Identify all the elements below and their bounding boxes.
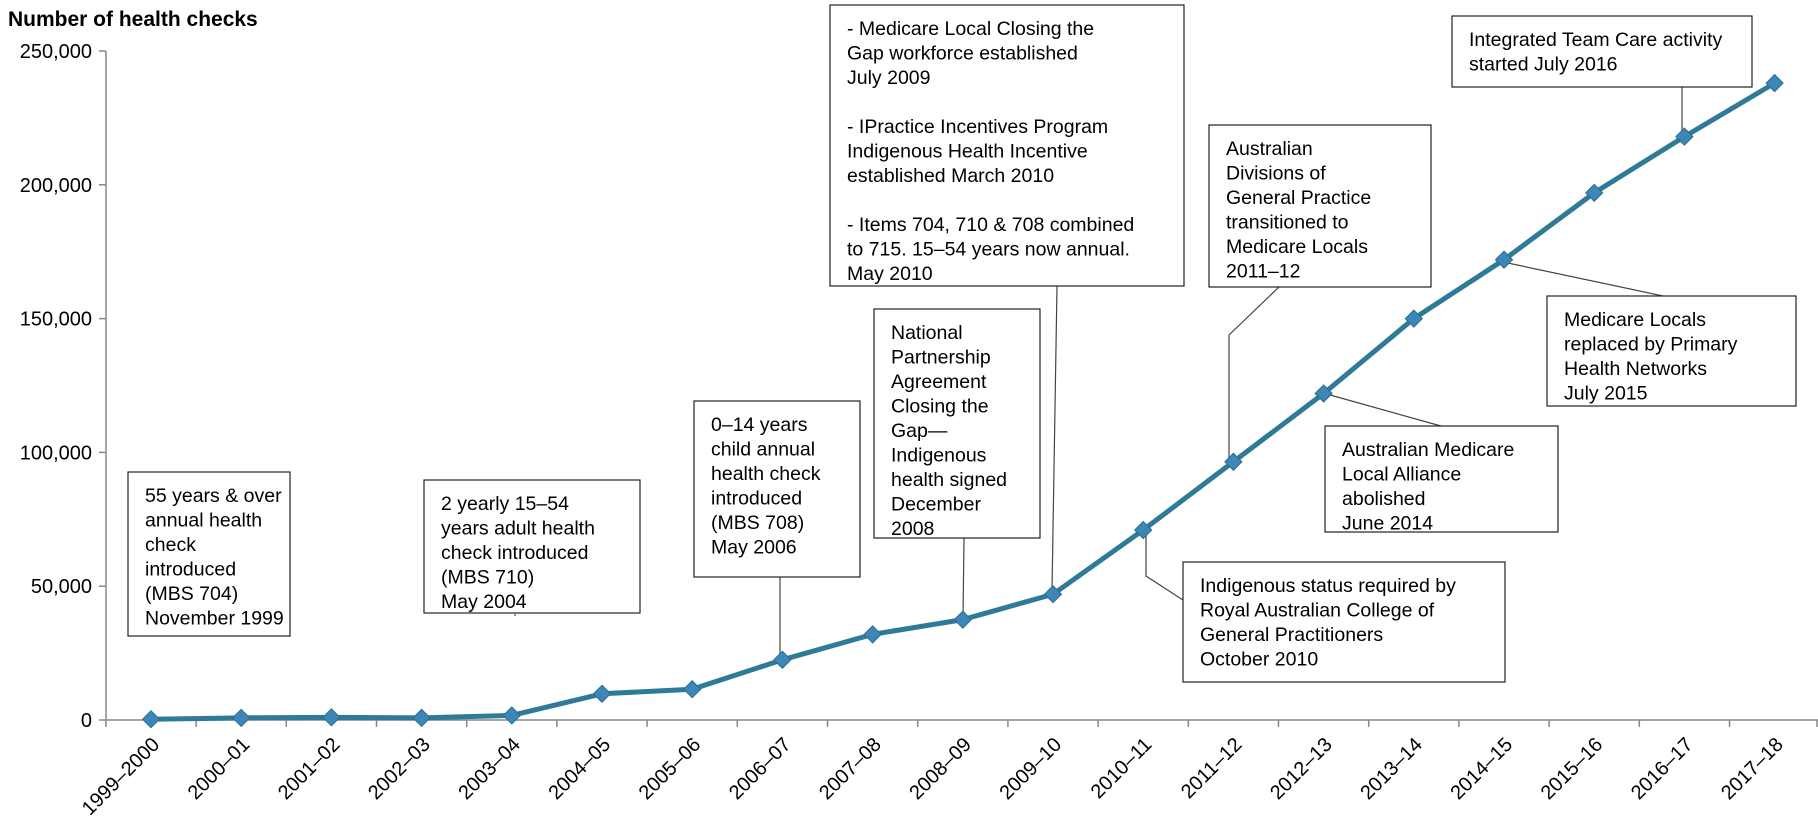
y-tick-label: 50,000 xyxy=(31,576,92,598)
annotation-box xyxy=(1451,15,1753,88)
annotation-leader-line xyxy=(1322,392,1442,427)
annotation-text: Australian Medicare Local Alliance abolish… xyxy=(1342,439,1514,535)
annotation: Integrated Team Care activity started Jul… xyxy=(1451,15,1753,138)
data-point-marker xyxy=(1404,309,1424,328)
annotation-text: Medicare Locals replaced by Primary Health… xyxy=(1564,309,1738,405)
x-tick-label: 2001–02 xyxy=(274,734,345,805)
data-point-marker xyxy=(1314,384,1333,403)
x-tick-label: 2011–12 xyxy=(1177,734,1247,804)
data-point-marker xyxy=(863,625,882,644)
annotation-text: 2 yearly 15–54 years adult health check in… xyxy=(441,493,595,613)
data-point-marker xyxy=(682,680,702,699)
annotation-text: Integrated Team Care activity started Jul… xyxy=(1469,29,1723,76)
data-point-marker xyxy=(322,708,341,727)
annotation-leader-line xyxy=(962,537,965,618)
data-point-marker xyxy=(1584,183,1604,203)
x-tick-label: 2010–11 xyxy=(1087,734,1157,804)
annotation-text: 55 years & over annual health check introdu… xyxy=(145,485,284,630)
data-point-marker xyxy=(773,650,792,669)
data-point-marker xyxy=(1224,452,1243,471)
annotation-box xyxy=(1208,124,1432,288)
annotation: National Partnership Agreement Closing the G… xyxy=(873,308,1041,618)
y-tick-label: 100,000 xyxy=(20,442,92,464)
annotation-box xyxy=(873,308,1041,539)
data-point-marker xyxy=(412,708,431,728)
annotation: Medicare Locals replaced by Primary Health… xyxy=(1502,261,1797,407)
x-tick-label: 2014–15 xyxy=(1447,734,1518,805)
x-tick-label: 2008–09 xyxy=(905,734,976,805)
x-tick-label: 1999–2000 xyxy=(78,734,164,820)
annotation: 0–14 years child annual health check introd… xyxy=(693,400,861,656)
x-tick-label: 2000–01 xyxy=(184,734,255,805)
annotations: 55 years & over annual health check introdu… xyxy=(127,4,1797,683)
annotation-text: 0–14 years child annual health check introd… xyxy=(711,414,821,559)
data-point-marker xyxy=(141,709,161,729)
data-point-marker xyxy=(592,684,612,703)
x-tick-label: 2002–03 xyxy=(364,734,435,805)
data-point-marker xyxy=(953,610,973,629)
annotation-leader-line xyxy=(1502,261,1664,297)
annotation-leader-line xyxy=(1228,286,1280,461)
annotation: Australian Medicare Local Alliance abolish… xyxy=(1322,392,1559,535)
x-tick-label: 2015–16 xyxy=(1537,734,1608,805)
y-tick-label: 150,000 xyxy=(20,309,92,331)
annotation-box xyxy=(829,4,1185,287)
data-point-marker xyxy=(231,708,251,728)
annotation-box xyxy=(693,400,861,578)
y-tick-label: 0 xyxy=(81,710,92,732)
annotation: Indigenous status required by Royal Austr… xyxy=(1145,532,1506,683)
data-point-marker xyxy=(1765,73,1784,93)
data-point-marker xyxy=(502,706,522,725)
annotation: 55 years & over annual health check introdu… xyxy=(127,471,291,637)
annotation-text: Indigenous status required by Royal Austr… xyxy=(1200,575,1456,671)
x-tick-label: 2009–10 xyxy=(996,734,1067,805)
annotation-box xyxy=(127,471,291,637)
y-axis-title: Number of health checks xyxy=(8,8,258,31)
x-tick-label: 2012–13 xyxy=(1266,734,1337,805)
x-tick-label: 2005–06 xyxy=(635,734,706,805)
annotation: Australian Divisions of General Practice tr… xyxy=(1208,124,1432,461)
data-point-marker xyxy=(1133,520,1153,540)
annotation: - Medicare Local Closing the Gap workforc… xyxy=(829,4,1185,592)
annotation-box xyxy=(423,479,641,614)
annotation-leader-line xyxy=(1145,532,1184,601)
data-point-marker xyxy=(1043,585,1063,604)
annotation-text: Australian Divisions of General Practice tr… xyxy=(1226,138,1371,283)
data-point-marker xyxy=(1675,127,1694,146)
annotation-box xyxy=(1546,295,1797,407)
x-tick-label: 2004–05 xyxy=(545,734,616,805)
annotation-box xyxy=(1324,425,1559,533)
x-tick-label: 2016–17 xyxy=(1627,734,1698,805)
annotation-box xyxy=(1182,561,1506,683)
annotation: 2 yearly 15–54 years adult health check in… xyxy=(423,479,641,616)
y-tick-label: 200,000 xyxy=(20,175,92,197)
x-tick-label: 2013–14 xyxy=(1356,734,1427,805)
x-tick-label: 2007–08 xyxy=(815,734,886,805)
series xyxy=(141,73,1784,729)
annotation-text: National Partnership Agreement Closing the G… xyxy=(891,322,1007,540)
annotation-text: - Medicare Local Closing the Gap workforc… xyxy=(847,18,1134,285)
y-tick-label: 250,000 xyxy=(20,41,92,63)
x-tick-label: 2006–07 xyxy=(725,734,796,805)
x-tick-label: 2017–18 xyxy=(1717,734,1788,805)
data-point-marker xyxy=(1494,250,1514,269)
x-tick-label: 2003–04 xyxy=(454,734,525,805)
annotation-leader-line xyxy=(1051,285,1058,592)
